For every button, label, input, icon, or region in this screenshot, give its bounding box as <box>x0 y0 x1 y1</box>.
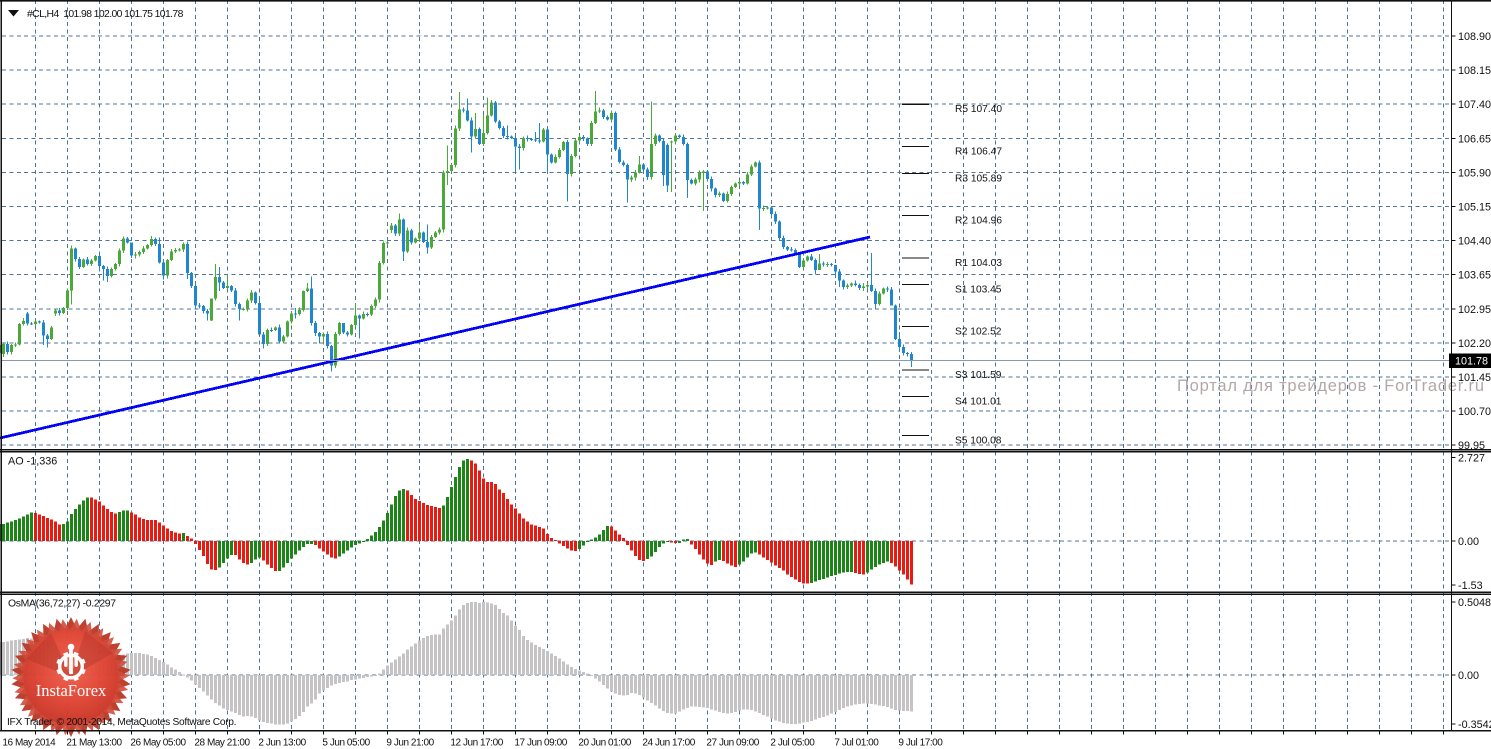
svg-text:S3 101.59: S3 101.59 <box>955 370 1002 381</box>
svg-text:104.40: 104.40 <box>1458 236 1491 248</box>
svg-text:-1.53: -1.53 <box>1458 580 1483 592</box>
svg-text:9 Jul 17:00: 9 Jul 17:00 <box>898 738 943 749</box>
svg-text:101.45: 101.45 <box>1458 372 1491 384</box>
svg-text:R2 104.96: R2 104.96 <box>955 216 1002 227</box>
svg-text:AO -1,336: AO -1,336 <box>8 456 57 468</box>
svg-text:27 Jun 09:00: 27 Jun 09:00 <box>706 738 759 749</box>
svg-text:26 May 05:00: 26 May 05:00 <box>130 738 186 749</box>
svg-text:7 Jul 01:00: 7 Jul 01:00 <box>834 738 879 749</box>
svg-text:102.95: 102.95 <box>1458 304 1491 316</box>
svg-text:R5 107.40: R5 107.40 <box>955 104 1002 115</box>
svg-text:20 Jun 01:00: 20 Jun 01:00 <box>578 738 631 749</box>
svg-text:106.65: 106.65 <box>1458 133 1491 145</box>
svg-text:S2 102.52: S2 102.52 <box>955 327 1002 338</box>
svg-text:12 Jun 17:00: 12 Jun 17:00 <box>450 738 503 749</box>
svg-text:105.90: 105.90 <box>1458 167 1491 179</box>
svg-text:17 Jun 09:00: 17 Jun 09:00 <box>514 738 567 749</box>
svg-text:99.95: 99.95 <box>1458 440 1485 452</box>
svg-text:2 Jul 05:00: 2 Jul 05:00 <box>770 738 815 749</box>
svg-text:S4 101.01: S4 101.01 <box>955 396 1002 407</box>
svg-text:108.15: 108.15 <box>1458 65 1491 77</box>
svg-text:IFX Trader, © 2001-2014, MetaQ: IFX Trader, © 2001-2014, MetaQuotes Soft… <box>7 717 236 728</box>
svg-text:S1 103.45: S1 103.45 <box>955 284 1002 295</box>
svg-text:R1 104.03: R1 104.03 <box>955 258 1002 269</box>
svg-text:R3 105.89: R3 105.89 <box>955 174 1002 185</box>
svg-text:0.5048: 0.5048 <box>1458 597 1491 609</box>
svg-text:Портал для трейдеров - ForTrad: Портал для трейдеров - ForTrader.ru <box>1177 377 1484 395</box>
svg-text:0.00: 0.00 <box>1458 670 1479 682</box>
svg-text:108.90: 108.90 <box>1458 31 1491 43</box>
svg-text:16 May 2014: 16 May 2014 <box>2 738 56 749</box>
svg-text:24 Jun 17:00: 24 Jun 17:00 <box>642 738 695 749</box>
svg-text:105.15: 105.15 <box>1458 202 1491 214</box>
svg-text:28 May 21:00: 28 May 21:00 <box>194 738 250 749</box>
svg-text:#CL,H4 101.98 102.00 101.75 1: #CL,H4 101.98 102.00 101.75 101.78 <box>27 9 184 20</box>
svg-text:9 Jun 21:00: 9 Jun 21:00 <box>386 738 434 749</box>
svg-text:OsMA(36,72,27) -0.2297: OsMA(36,72,27) -0.2297 <box>8 599 116 610</box>
svg-text:0.00: 0.00 <box>1458 536 1479 548</box>
svg-text:100.70: 100.70 <box>1458 406 1491 418</box>
svg-text:InstaForex: InstaForex <box>36 681 107 700</box>
svg-text:2.727: 2.727 <box>1458 453 1485 465</box>
svg-text:2 Jun 13:00: 2 Jun 13:00 <box>258 738 306 749</box>
svg-text:21 May 13:00: 21 May 13:00 <box>66 738 122 749</box>
svg-text:R4 106.47: R4 106.47 <box>955 147 1002 158</box>
svg-text:-0.3542: -0.3542 <box>1458 719 1491 731</box>
svg-text:S5 100.08: S5 100.08 <box>955 435 1002 446</box>
svg-text:103.65: 103.65 <box>1458 270 1491 282</box>
svg-text:102.20: 102.20 <box>1458 338 1491 350</box>
svg-text:101.78: 101.78 <box>1455 356 1488 368</box>
svg-text:5 Jun 05:00: 5 Jun 05:00 <box>322 738 370 749</box>
svg-text:107.40: 107.40 <box>1458 99 1491 111</box>
